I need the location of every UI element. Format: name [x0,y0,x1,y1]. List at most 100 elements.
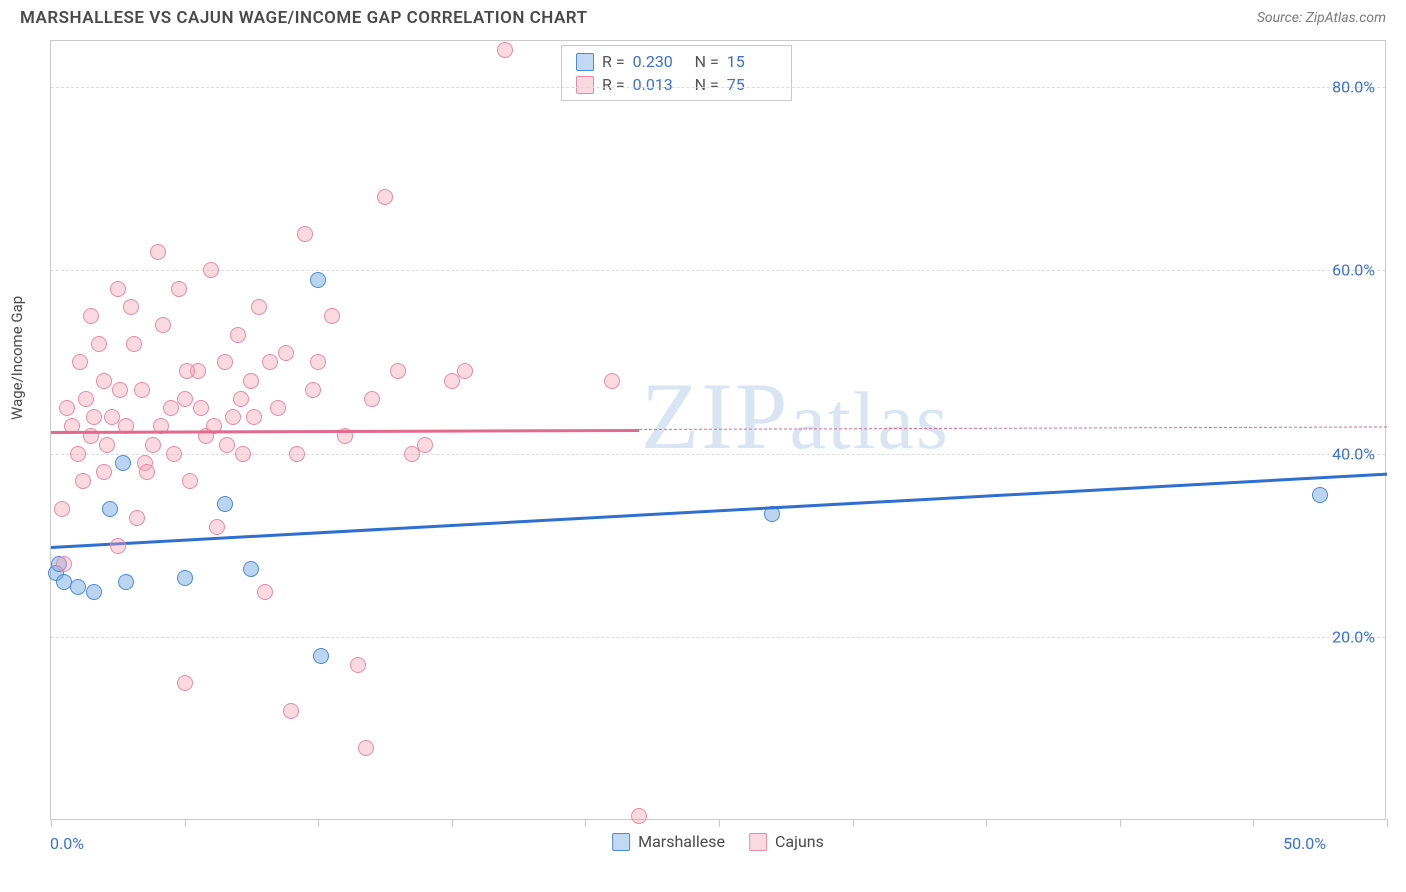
data-point [350,657,366,673]
legend-row-marshallese: R = 0.230 N = 15 [576,50,777,73]
x-tick [185,819,186,827]
data-point [604,373,620,389]
x-min-label: 0.0% [50,834,84,853]
data-point [86,584,102,600]
scatter-plot-area: ZIPatlas R = 0.230 N = 15 R = 0.013 N = … [50,40,1386,820]
data-point [203,262,219,278]
data-point [310,354,326,370]
data-point [78,391,94,407]
data-point [56,556,72,572]
chart-header: MARSHALLESE VS CAJUN WAGE/INCOME GAP COR… [0,0,1406,32]
data-point [70,579,86,595]
chart-source: Source: ZipAtlas.com [1257,10,1386,26]
data-point [83,308,99,324]
n-value-2: 75 [727,75,777,94]
gridline [51,87,1385,88]
data-point [139,464,155,480]
gridline [51,637,1385,638]
data-point [262,354,278,370]
data-point [243,561,259,577]
data-point [150,244,166,260]
data-point [324,308,340,324]
data-point [99,437,115,453]
data-point [230,327,246,343]
y-tick-label: 60.0% [1332,261,1375,280]
data-point [225,409,241,425]
legend-row-cajuns: R = 0.013 N = 75 [576,73,777,96]
data-point [91,336,107,352]
trendline-dashed [639,426,1387,430]
data-point [278,345,294,361]
n-label: N = [691,75,719,94]
y-axis-label: Wage/Income Gap [8,296,26,420]
x-tick [51,819,52,827]
data-point [171,281,187,297]
r-value-1: 0.230 [633,52,683,71]
r-value-2: 0.013 [633,75,683,94]
data-point [217,496,233,512]
data-point [235,446,251,462]
data-point [96,373,112,389]
y-tick-label: 80.0% [1332,77,1375,96]
data-point [209,519,225,535]
x-tick [318,819,319,827]
data-point [115,455,131,471]
data-point [134,382,150,398]
data-point [313,648,329,664]
x-tick [452,819,453,827]
n-label: N = [691,52,719,71]
data-point [1312,487,1328,503]
data-point [631,808,647,824]
legend-item-cajuns: Cajuns [749,832,824,851]
data-point [289,446,305,462]
n-value-1: 15 [727,52,777,71]
data-point [123,299,139,315]
data-point [102,501,118,517]
data-point [390,363,406,379]
data-point [177,570,193,586]
data-point [129,510,145,526]
swatch-blue-icon [576,53,594,71]
data-point [112,382,128,398]
data-point [297,226,313,242]
data-point [54,501,70,517]
data-point [377,189,393,205]
data-point [177,675,193,691]
data-point [118,574,134,590]
data-point [145,437,161,453]
data-point [166,446,182,462]
data-point [310,272,326,288]
data-point [72,354,88,370]
data-point [358,740,374,756]
correlation-legend: R = 0.230 N = 15 R = 0.013 N = 75 [561,45,792,101]
data-point [155,317,171,333]
gridline [51,270,1385,271]
x-tick [1120,819,1121,827]
swatch-blue-icon [612,833,630,851]
r-label: R = [602,52,625,71]
data-point [417,437,433,453]
data-point [126,336,142,352]
x-tick [585,819,586,827]
data-point [257,584,273,600]
data-point [182,473,198,489]
legend-label-cajuns: Cajuns [775,832,824,851]
data-point [364,391,380,407]
x-tick [986,819,987,827]
legend-label-marshallese: Marshallese [638,832,725,851]
data-point [193,400,209,416]
x-tick [719,819,720,827]
data-point [283,703,299,719]
data-point [233,391,249,407]
series-legend: Marshallese Cajuns [612,832,824,851]
data-point [457,363,473,379]
data-point [179,363,195,379]
x-tick [853,819,854,827]
x-tick [1253,819,1254,827]
data-point [219,437,235,453]
data-point [246,409,262,425]
swatch-pink-icon [576,76,594,94]
data-point [86,409,102,425]
r-label: R = [602,75,625,94]
data-point [270,400,286,416]
